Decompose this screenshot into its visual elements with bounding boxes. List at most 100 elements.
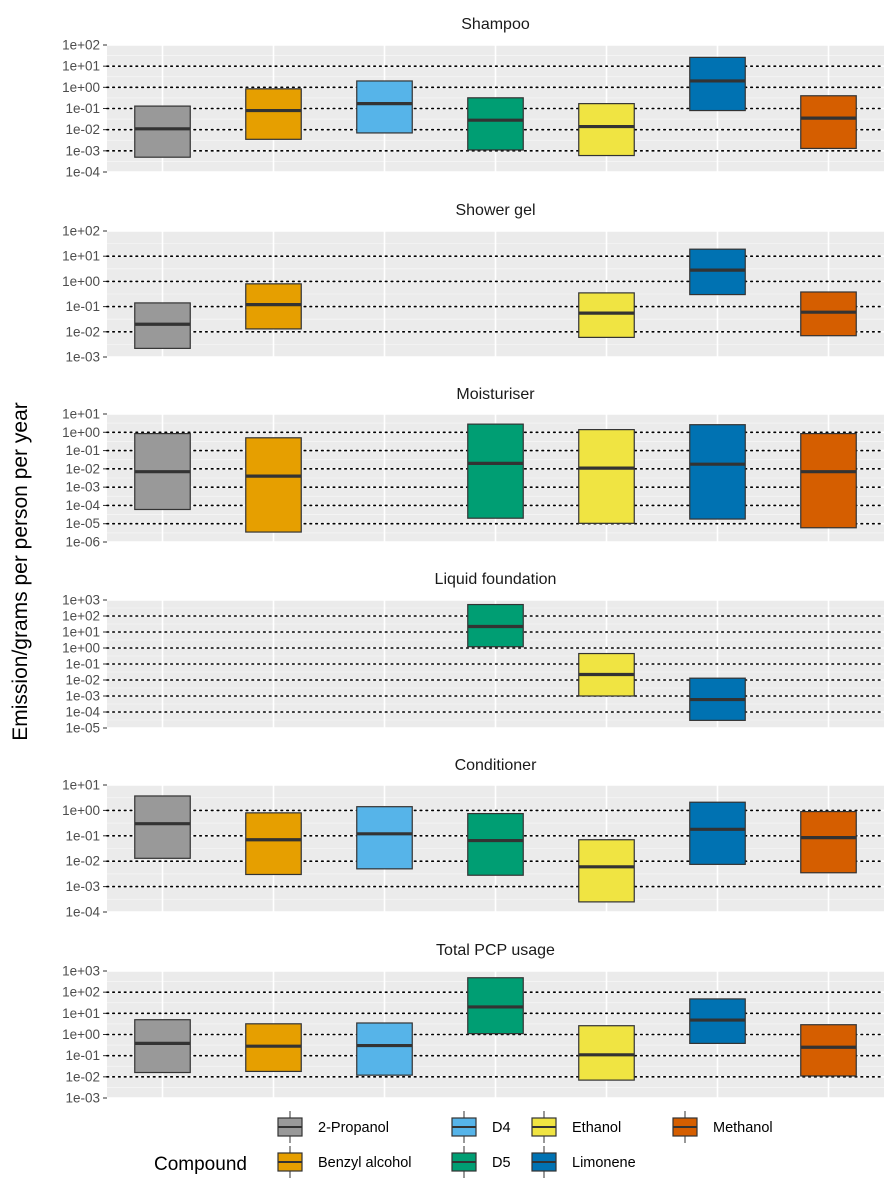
y-tick-label: 1e-03 — [65, 1091, 100, 1106]
box-benzyl-alcohol — [245, 88, 302, 140]
box-methanol — [800, 810, 857, 874]
box-body — [467, 812, 524, 876]
y-tick-label: 1e-04 — [65, 498, 100, 513]
legend-label: Limonene — [572, 1155, 636, 1171]
box-body — [245, 88, 302, 140]
box-methanol — [800, 1024, 857, 1077]
panel-title: Total PCP usage — [436, 942, 555, 959]
y-tick-label: 1e-02 — [65, 122, 100, 137]
y-tick-label: 1e-06 — [65, 535, 100, 550]
box-benzyl-alcohol — [245, 1023, 302, 1073]
box-d5 — [467, 812, 524, 876]
box-body — [356, 1022, 413, 1076]
y-tick-label: 1e+00 — [62, 641, 100, 656]
box-body — [800, 810, 857, 874]
box-ethanol — [578, 1025, 635, 1081]
legend-item-d5: D5 — [451, 1146, 511, 1178]
legend-label: Benzyl alcohol — [318, 1155, 412, 1171]
box-limonene — [689, 424, 746, 520]
y-tick-label: 1e+02 — [62, 985, 100, 1000]
box-limonene — [689, 677, 746, 721]
box-ethanol — [578, 652, 635, 697]
legend-item-2-propanol: 2-Propanol — [277, 1111, 389, 1143]
y-tick-label: 1e+03 — [62, 593, 100, 608]
y-tick-label: 1e-04 — [65, 905, 100, 920]
panel-shampoo: Shampoo 1e-04 1e-03 1e-02 1e-01 1e+00 1e+01 1e+… — [62, 16, 885, 180]
box-2-propanol — [134, 1019, 191, 1074]
y-tick-label: 1e-04 — [65, 705, 100, 720]
box-d5 — [467, 977, 524, 1035]
box-ethanol — [578, 839, 635, 903]
box-body — [689, 801, 746, 865]
y-tick-label: 1e+01 — [62, 249, 100, 264]
box-body — [245, 437, 302, 533]
y-tick-label: 1e+02 — [62, 224, 100, 239]
y-tick-label: 1e+00 — [62, 80, 100, 95]
box-d5 — [467, 423, 524, 519]
box-2-propanol — [134, 105, 191, 158]
y-tick-label: 1e-02 — [65, 1069, 100, 1084]
box-body — [245, 283, 302, 330]
y-tick-label: 1e-04 — [65, 165, 100, 180]
box-methanol — [800, 291, 857, 337]
panel-shower-gel: Shower gel 1e-03 1e-02 1e-01 1e+00 1e+01 1e+02 — [62, 202, 885, 365]
legend-item-ethanol: Ethanol — [531, 1111, 621, 1143]
panel-title: Conditioner — [455, 757, 538, 774]
y-tick-label: 1e-03 — [65, 350, 100, 365]
box-body — [578, 292, 635, 338]
box-body — [800, 291, 857, 337]
box-body — [578, 429, 635, 524]
y-tick-label: 1e-01 — [65, 828, 100, 843]
y-tick-label: 1e+00 — [62, 274, 100, 289]
legend: Compound 2-Propanol Benzyl alcohol D4 D5 Etha… — [154, 1111, 773, 1178]
panel-total-pcp-usage: Total PCP usage 1e-03 1e-02 1e-01 1e+00 1e+01… — [62, 942, 885, 1106]
legend-label: 2-Propanol — [318, 1120, 389, 1136]
box-2-propanol — [134, 795, 191, 859]
box-limonene — [689, 801, 746, 865]
box-body — [134, 105, 191, 158]
y-tick-label: 1e-02 — [65, 673, 100, 688]
y-tick-label: 1e-03 — [65, 689, 100, 704]
panel-title: Liquid foundation — [435, 571, 557, 588]
legend-label: D4 — [492, 1120, 511, 1136]
y-tick-label: 1e-01 — [65, 299, 100, 314]
box-body — [356, 80, 413, 134]
box-body — [800, 95, 857, 150]
y-tick-label: 1e+03 — [62, 964, 100, 979]
box-d5 — [467, 97, 524, 151]
panel-title: Shampoo — [461, 16, 530, 33]
box-limonene — [689, 998, 746, 1044]
box-body — [689, 424, 746, 520]
box-body — [134, 1019, 191, 1074]
y-tick-label: 1e+01 — [62, 625, 100, 640]
y-tick-label: 1e-05 — [65, 721, 100, 736]
y-tick-label: 1e+02 — [62, 38, 100, 53]
box-body — [800, 1024, 857, 1077]
y-tick-label: 1e+01 — [62, 407, 100, 422]
legend-item-methanol: Methanol — [672, 1111, 773, 1143]
box-d5 — [467, 603, 524, 648]
box-body — [467, 423, 524, 519]
box-body — [800, 432, 857, 529]
y-tick-label: 1e-01 — [65, 657, 100, 672]
box-body — [689, 56, 746, 112]
box-limonene — [689, 248, 746, 296]
box-body — [245, 812, 302, 876]
box-benzyl-alcohol — [245, 283, 302, 330]
legend-item-limonene: Limonene — [531, 1146, 636, 1178]
box-methanol — [800, 432, 857, 529]
box-body — [689, 248, 746, 296]
box-d4 — [356, 80, 413, 134]
panel-liquid-foundation: Liquid foundation 1e-051e-041e-031e-021e-… — [62, 571, 885, 736]
box-body — [578, 1025, 635, 1081]
panel-title: Shower gel — [455, 202, 535, 219]
legend-label: D5 — [492, 1155, 511, 1171]
y-tick-label: 1e-01 — [65, 101, 100, 116]
y-tick-label: 1e+00 — [62, 803, 100, 818]
box-body — [356, 806, 413, 870]
box-benzyl-alcohol — [245, 437, 302, 533]
box-d4 — [356, 1022, 413, 1076]
y-tick-label: 1e-02 — [65, 461, 100, 476]
y-tick-label: 1e-03 — [65, 879, 100, 894]
